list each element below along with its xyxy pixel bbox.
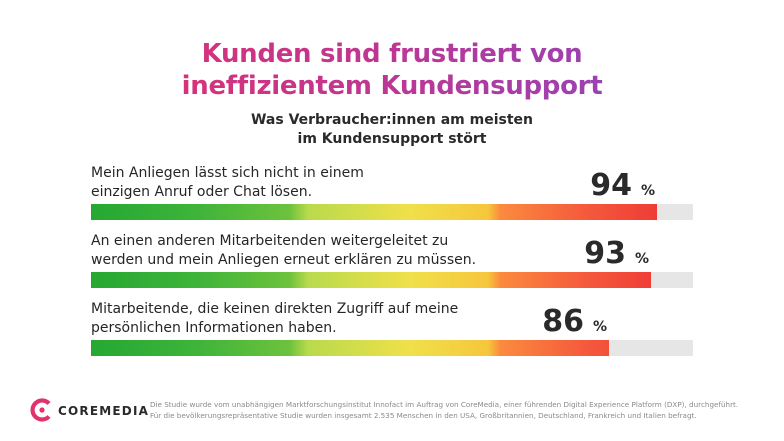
chart-title: Kunden sind frustriert von ineffizientem… (0, 38, 784, 102)
bar-value-unit: % (592, 319, 607, 335)
coremedia-logo-icon (30, 398, 51, 422)
bar-value-label: 93% (584, 236, 649, 272)
bar-value-unit: % (640, 183, 655, 199)
bar-track (91, 272, 693, 288)
bar-value-number: 93 (584, 236, 626, 271)
study-footnote-line-1: Die Studie wurde vom unabhängigen Marktf… (150, 400, 739, 409)
coremedia-logo: COREMEDIA (30, 398, 160, 424)
bar-fill (91, 204, 657, 220)
bar-label-line-1: Mein Anliegen lässt sich nicht in einem (91, 165, 364, 181)
bar-label: An einen anderen Mitarbeitenden weiterge… (91, 232, 511, 270)
bar-label-line-1: Mitarbeitende, die keinen direkten Zugri… (91, 301, 459, 317)
chart-subtitle-line-1: Was Verbraucher:innen am meisten (250, 112, 534, 128)
bar-value-label: 94% (590, 168, 655, 204)
bar-fill (91, 340, 609, 356)
bar-value-number: 86 (542, 304, 584, 339)
chart-title-line-2: ineffizientem Kundensupport (181, 71, 603, 101)
bar-fill (91, 272, 651, 288)
bar-label: Mitarbeitende, die keinen direkten Zugri… (91, 300, 511, 338)
bar-value-number: 94 (590, 168, 632, 203)
bar-row: An einen anderen Mitarbeitenden weiterge… (91, 232, 693, 288)
chart-title-line-1: Kunden sind frustriert von (201, 39, 583, 69)
bar-gradient (91, 340, 609, 356)
bar-gradient (91, 204, 657, 220)
bar-row: Mein Anliegen lässt sich nicht in einem e… (91, 164, 693, 220)
bar-row: Mitarbeitende, die keinen direkten Zugri… (91, 300, 693, 356)
bar-track (91, 340, 693, 356)
chart-subtitle-line-2: im Kundensupport stört (297, 131, 487, 147)
chart-subtitle: Was Verbraucher:innen am meisten im Kund… (0, 111, 784, 149)
bar-value-label: 86% (542, 304, 607, 340)
bar-label-line-1: An einen anderen Mitarbeitenden weiterge… (91, 233, 449, 249)
coremedia-logo-text: COREMEDIA (58, 404, 150, 418)
bar-track (91, 204, 693, 220)
bar-label-line-2: werden und mein Anliegen erneut erklären… (91, 252, 477, 268)
bar-label-line-2: persönlichen Informationen haben. (91, 320, 337, 336)
study-footnote: Die Studie wurde vom unabhängigen Marktf… (150, 399, 780, 421)
bar-value-unit: % (634, 251, 649, 267)
bar-gradient (91, 272, 651, 288)
bar-label-line-2: einzigen Anruf oder Chat lösen. (91, 184, 313, 200)
study-footnote-line-2: Für die bevölkerungsrepräsentative Studi… (150, 411, 697, 420)
bar-label: Mein Anliegen lässt sich nicht in einem e… (91, 164, 511, 202)
